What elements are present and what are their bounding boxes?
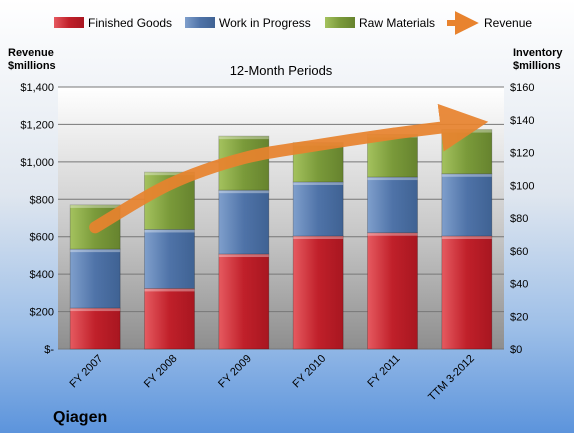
bar-highlight-raw-materials-fy-2009	[218, 136, 269, 140]
legend-label-raw-materials: Raw Materials	[359, 16, 435, 30]
bar-highlight-work-in-progress-fy-2011	[367, 177, 418, 181]
left-tick-label: $1,200	[20, 119, 54, 131]
bar-highlight-work-in-progress-fy-2010	[293, 181, 344, 185]
bar-highlight-work-in-progress-ttm-3-2012	[441, 173, 492, 177]
right-tick-label: $0	[510, 344, 522, 356]
bar-highlight-work-in-progress-fy-2009	[218, 190, 269, 194]
bar-highlight-finished-goods-fy-2008	[144, 288, 195, 292]
right-tick-label: $100	[510, 180, 534, 192]
legend-label-revenue: Revenue	[484, 16, 532, 30]
legend-swatch-finished-goods	[54, 17, 84, 28]
bar-highlight-raw-materials-fy-2008	[144, 172, 195, 176]
chart-title: 12-Month Periods	[230, 63, 333, 78]
left-tick-label: $200	[30, 307, 54, 319]
bar-highlight-finished-goods-ttm-3-2012	[441, 236, 492, 240]
right-tick-label: $40	[510, 279, 528, 291]
bar-highlight-work-in-progress-fy-2008	[144, 229, 195, 233]
left-tick-label: $-	[44, 344, 54, 356]
right-tick-label: $120	[510, 148, 534, 160]
bar-finished-goods-fy-2008	[144, 288, 195, 350]
right-axis-title-line1: Inventory	[513, 47, 563, 59]
bar-highlight-raw-materials-fy-2007	[70, 204, 121, 208]
revenue-line	[89, 103, 489, 234]
bars	[69, 129, 493, 350]
bar-work-in-progress-fy-2009	[218, 189, 270, 255]
legend-label-finished-goods: Finished Goods	[88, 16, 172, 30]
legend-swatch-work-in-progress	[185, 17, 215, 28]
bar-work-in-progress-ttm-3-2012	[441, 173, 493, 237]
bar-finished-goods-fy-2009	[218, 253, 270, 350]
right-tick-label: $140	[510, 115, 534, 127]
bar-work-in-progress-fy-2011	[367, 176, 418, 234]
bar-highlight-finished-goods-fy-2009	[218, 254, 269, 258]
legend-label-work-in-progress: Work in Progress	[219, 16, 311, 30]
left-tick-label: $600	[30, 232, 54, 244]
bar-finished-goods-fy-2011	[367, 232, 418, 350]
left-tick-label: $1,400	[20, 82, 54, 94]
revenue-line-layer	[89, 103, 489, 234]
bar-highlight-finished-goods-fy-2007	[70, 308, 121, 312]
left-tick-label: $800	[30, 194, 54, 206]
right-tick-label: $20	[510, 311, 528, 323]
legend: Finished Goods Work in Progress Raw Mate…	[54, 11, 532, 35]
bar-highlight-finished-goods-fy-2010	[293, 236, 344, 240]
legend-swatch-raw-materials	[325, 17, 355, 28]
right-tick-label: $80	[510, 213, 528, 225]
left-axis-title-line1: Revenue	[8, 47, 54, 59]
bar-work-in-progress-fy-2010	[292, 181, 344, 237]
right-tick-label: $60	[510, 246, 528, 258]
bar-finished-goods-fy-2007	[69, 307, 121, 350]
left-tick-label: $1,000	[20, 157, 54, 169]
left-axis-title-line2: $millions	[8, 60, 56, 72]
company-name: Qiagen	[53, 409, 107, 426]
bar-finished-goods-fy-2010	[292, 235, 344, 350]
right-tick-label: $160	[510, 82, 534, 94]
bar-raw-materials-ttm-3-2012	[441, 129, 493, 175]
right-axis-title-line2: $millions	[513, 60, 561, 72]
left-tick-label: $400	[30, 269, 54, 281]
bar-work-in-progress-fy-2007	[69, 248, 121, 309]
bar-work-in-progress-fy-2008	[144, 229, 195, 289]
bar-highlight-finished-goods-fy-2011	[367, 232, 418, 236]
bar-highlight-work-in-progress-fy-2007	[70, 249, 121, 253]
bar-finished-goods-ttm-3-2012	[441, 235, 493, 350]
